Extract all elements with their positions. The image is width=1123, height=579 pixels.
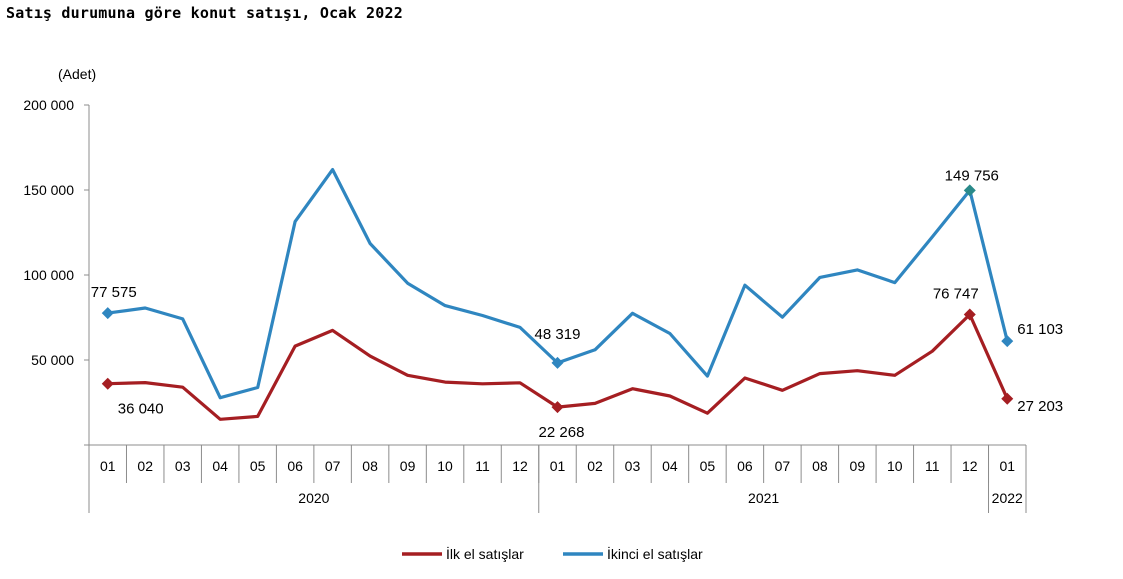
x-tick-label: 01 [100, 458, 116, 474]
data-marker [1001, 335, 1014, 348]
data-label: 77 575 [91, 284, 137, 301]
x-tick-label: 09 [400, 458, 416, 474]
x-tick-label: 10 [887, 458, 903, 474]
x-tick-label: 09 [850, 458, 866, 474]
legend-label: İkinci el satışlar [607, 545, 703, 562]
data-marker [101, 377, 114, 390]
year-label: 2022 [992, 490, 1023, 506]
data-marker [101, 307, 114, 320]
x-tick-label: 11 [475, 458, 490, 474]
data-label: 48 319 [535, 326, 581, 343]
year-label: 2020 [298, 490, 329, 506]
x-tick-labels: 01 02 03 04 05 06 07 08 09 10 11 12 01 02 03 04 05 06 07 08… [100, 458, 1023, 506]
x-tick-label: 05 [250, 458, 266, 474]
x-tick-label: 02 [587, 458, 603, 474]
x-tick-label: 03 [625, 458, 641, 474]
data-marker [963, 184, 976, 197]
x-tick-label: 03 [175, 458, 191, 474]
x-tick-label: 07 [775, 458, 791, 474]
data-marker [963, 308, 976, 321]
x-tick-label: 01 [999, 458, 1015, 474]
y-tick-labels: 50 000 100 000 150 000 200 000 [23, 97, 74, 368]
y-tick-label: 150 000 [23, 182, 74, 198]
data-marker [1001, 392, 1014, 405]
series-lines [101, 168, 1014, 421]
y-tick-label: 100 000 [23, 267, 74, 283]
data-marker [551, 356, 564, 369]
x-tick-label: 12 [512, 458, 528, 474]
x-tick-label: 05 [700, 458, 716, 474]
legend: İlk el satışlar İkinci el satışlar [402, 545, 703, 562]
x-tick-label: 01 [550, 458, 566, 474]
x-tick-label: 08 [812, 458, 828, 474]
y-tick-label: 200 000 [23, 97, 74, 113]
data-label: 76 747 [933, 286, 979, 303]
x-tick-label: 04 [662, 458, 678, 474]
year-label: 2021 [748, 490, 779, 506]
y-axis-unit-label: (Adet) [58, 66, 96, 82]
data-label: 22 268 [539, 424, 585, 441]
x-tick-label: 02 [137, 458, 153, 474]
data-labels: 36 040 22 268 76 747 27 203 77 575 48 319 149 … [91, 167, 1063, 441]
data-label: 36 040 [118, 401, 164, 418]
legend-label: İlk el satışlar [446, 545, 524, 562]
x-tick-label: 10 [437, 458, 453, 474]
x-tick-label: 11 [925, 458, 940, 474]
x-tick-label: 06 [287, 458, 303, 474]
x-tick-label: 06 [737, 458, 753, 474]
y-tick-label: 50 000 [31, 352, 74, 368]
axes [84, 104, 1027, 513]
chart-title: Satış durumuna göre konut satışı, Ocak 2… [6, 4, 403, 22]
x-tick-label: 12 [962, 458, 978, 474]
data-marker [551, 401, 564, 414]
data-label: 149 756 [945, 167, 999, 184]
x-tick-label: 04 [212, 458, 228, 474]
x-tick-label: 07 [325, 458, 341, 474]
data-label: 27 203 [1017, 398, 1063, 415]
data-label: 61 103 [1017, 321, 1063, 338]
x-tick-label: 08 [362, 458, 378, 474]
